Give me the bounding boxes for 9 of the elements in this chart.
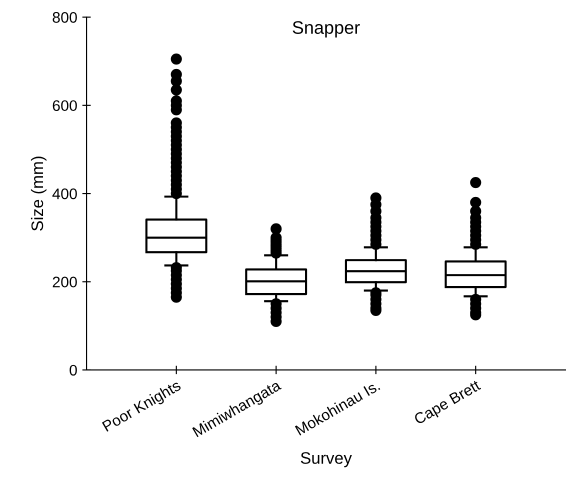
x-axis-title: Survey [300,452,352,468]
y-tick-label: 800 [52,12,77,23]
y-axis-title: Size (mm) [30,156,46,231]
y-tick-label: 200 [52,276,77,288]
x-tick-label: Cape Brett [413,379,483,428]
y-tick-label: 600 [52,100,77,112]
chart-title: Snapper [292,21,360,38]
y-tick-label: 400 [52,188,77,200]
y-tick-label: 0 [70,364,77,376]
